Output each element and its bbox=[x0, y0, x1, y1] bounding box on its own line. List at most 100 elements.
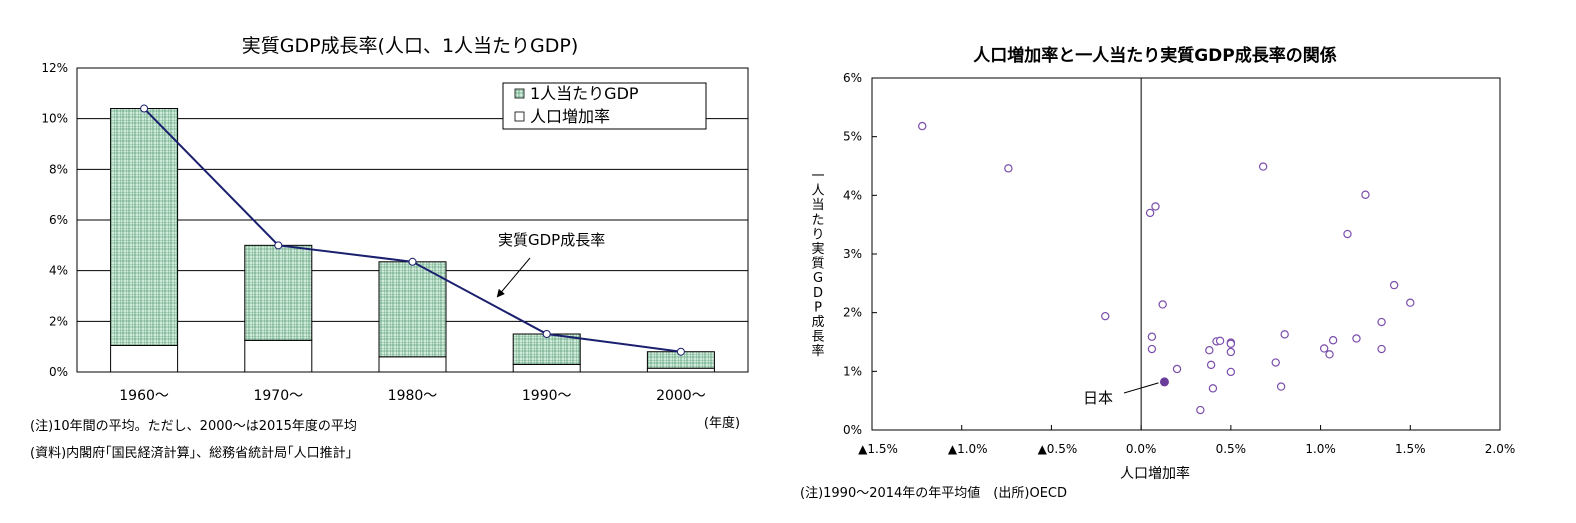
right-x-tick-label: 0.5% bbox=[1216, 442, 1247, 456]
right-y-label-char: り bbox=[811, 227, 824, 242]
right-x-tick-label: 2.0% bbox=[1485, 442, 1516, 456]
scatter-point bbox=[1406, 298, 1415, 307]
scatter-point bbox=[1325, 350, 1334, 359]
right-x-tick-label: ▲1.5% bbox=[858, 442, 898, 456]
growth-line-marker bbox=[274, 241, 283, 250]
right-x-tick-label: ▲1.0% bbox=[948, 442, 988, 456]
scatter-point bbox=[1352, 334, 1361, 343]
scatter-point bbox=[1361, 190, 1370, 199]
japan-point bbox=[1159, 377, 1169, 387]
legend-swatch-gdp bbox=[514, 88, 525, 99]
scatter-point bbox=[1276, 382, 1286, 391]
left-source: (資料)内閣府｢国民経済計算｣、総務省統計局｢人口推計｣ bbox=[30, 445, 352, 461]
right-y-label-char: 成 bbox=[811, 315, 824, 330]
right-y-label-char: 率 bbox=[811, 343, 824, 359]
bar-population bbox=[110, 344, 179, 373]
left-y-tick-label: 6% bbox=[49, 213, 68, 227]
right-y-axis-ticks: 0% 1% 2% 3% 4% 5% 6% bbox=[843, 71, 877, 437]
scatter-point bbox=[1328, 336, 1338, 345]
right-y-tick-label: 5% bbox=[843, 130, 862, 144]
left-note: (注)10年間の平均。ただし、2000～は2015年度の平均 bbox=[30, 418, 357, 434]
left-bars bbox=[110, 108, 715, 373]
right-note: (注)1990～2014年の年平均値 (出所)OECD bbox=[800, 485, 1067, 501]
growth-line-marker bbox=[140, 104, 149, 113]
scatter-point bbox=[1271, 358, 1280, 367]
left-y-tick-label: 12% bbox=[41, 61, 68, 75]
annotation-arrow bbox=[496, 257, 531, 298]
right-plot-frame bbox=[871, 77, 1501, 431]
legend-swatch-pop bbox=[514, 111, 525, 122]
left-x-tick-label: 1990～ bbox=[522, 388, 572, 404]
right-y-tick-label: 0% bbox=[843, 423, 862, 437]
right-y-label-char: た bbox=[811, 213, 824, 228]
right-y-label-char: 人 bbox=[811, 184, 824, 199]
scatter-point bbox=[1206, 360, 1216, 370]
right-chart: 人口増加率と一人当たり実質GDP成長率の関係 0% 1% 2% 3% 4% 5% 6% ▲1… bbox=[800, 45, 1515, 501]
right-y-tick-label: 6% bbox=[843, 71, 862, 85]
growth-annotation: 実質GDP成長率 bbox=[498, 231, 605, 249]
scatter-point bbox=[1226, 367, 1236, 377]
bar-per-capita-gdp bbox=[378, 261, 447, 358]
left-x-unit: (年度) bbox=[704, 415, 740, 431]
scatter-point bbox=[1147, 344, 1157, 354]
left-x-axis-ticks: 1960～ 1970～ 1980～ 1990～ 2000～ bbox=[119, 388, 705, 404]
left-plot-frame bbox=[76, 67, 749, 373]
scatter-point bbox=[1004, 164, 1013, 173]
bar-population bbox=[646, 367, 715, 373]
scatter-point bbox=[1172, 364, 1182, 374]
scatter-point bbox=[1343, 229, 1352, 239]
left-x-tick-label: 2000～ bbox=[656, 388, 706, 404]
right-x-tick-label: 0.0% bbox=[1126, 442, 1157, 456]
left-x-tick-label: 1970～ bbox=[253, 388, 303, 404]
right-y-label-char: P bbox=[814, 300, 822, 315]
left-y-tick-label: 8% bbox=[49, 162, 68, 176]
bar-population bbox=[512, 363, 581, 373]
right-y-tick-label: 4% bbox=[843, 188, 862, 202]
left-y-tick-label: 2% bbox=[49, 314, 68, 328]
scatter-point bbox=[1208, 384, 1218, 393]
right-y-tick-label: 3% bbox=[843, 247, 862, 261]
right-chart-title: 人口増加率と一人当たり実質GDP成長率の関係 bbox=[973, 45, 1337, 66]
right-y-label-char: G bbox=[813, 271, 823, 286]
left-y-axis-ticks: 0% 2% 4% 6% 8% 10% 12% bbox=[41, 61, 68, 379]
left-x-tick-label: 1980～ bbox=[388, 388, 438, 404]
left-gridlines bbox=[77, 118, 748, 322]
left-y-tick-label: 0% bbox=[49, 365, 68, 379]
legend-label-gdp: 1人当たりGDP bbox=[530, 84, 639, 103]
growth-line-marker bbox=[542, 330, 551, 338]
right-points bbox=[918, 121, 1415, 415]
growth-line-marker bbox=[676, 347, 685, 356]
right-x-tick-label: ▲0.5% bbox=[1038, 442, 1078, 456]
left-y-tick-label: 10% bbox=[41, 112, 68, 126]
japan-highlight: 日本 bbox=[1083, 377, 1169, 407]
left-chart-title: 実質GDP成長率(人口、1人当たりGDP) bbox=[242, 35, 579, 57]
right-y-label-char: 一 bbox=[811, 169, 824, 184]
growth-line-marker bbox=[408, 257, 417, 266]
bar-population bbox=[244, 339, 313, 373]
left-x-tick-label: 1960～ bbox=[119, 388, 169, 404]
scatter-point bbox=[1158, 300, 1167, 309]
scatter-point bbox=[1196, 405, 1205, 415]
scatter-point bbox=[1215, 336, 1225, 346]
right-x-axis-ticks: ▲1.5% ▲1.0% ▲0.5% 0.0% 0.5% 1.0% 1.5% 2.0% bbox=[858, 425, 1515, 456]
bar-per-capita-gdp bbox=[244, 244, 313, 341]
scatter-point bbox=[1151, 202, 1160, 211]
scatter-point bbox=[1226, 339, 1236, 348]
right-y-tick-label: 1% bbox=[843, 364, 862, 378]
left-y-tick-label: 4% bbox=[49, 264, 68, 278]
right-y-label: 一人当たり実質GDP成長率 bbox=[811, 169, 824, 359]
scatter-point bbox=[1389, 280, 1399, 290]
right-y-label-char: 実 bbox=[811, 241, 824, 257]
japan-label: 日本 bbox=[1083, 389, 1113, 407]
scatter-point bbox=[918, 121, 927, 131]
scatter-point bbox=[1258, 162, 1268, 171]
scatter-point bbox=[1319, 344, 1329, 353]
scatter-point bbox=[1226, 347, 1236, 357]
right-y-label-char: 質 bbox=[811, 257, 824, 272]
right-y-label-char: D bbox=[813, 286, 823, 301]
left-chart: 実質GDP成長率(人口、1人当たりGDP) 0% 2% 4% 6% 8% 10% 12% 1… bbox=[30, 35, 749, 461]
right-x-tick-label: 1.0% bbox=[1305, 442, 1336, 456]
legend-label-pop: 人口増加率 bbox=[530, 107, 610, 126]
scatter-point bbox=[1280, 330, 1289, 339]
